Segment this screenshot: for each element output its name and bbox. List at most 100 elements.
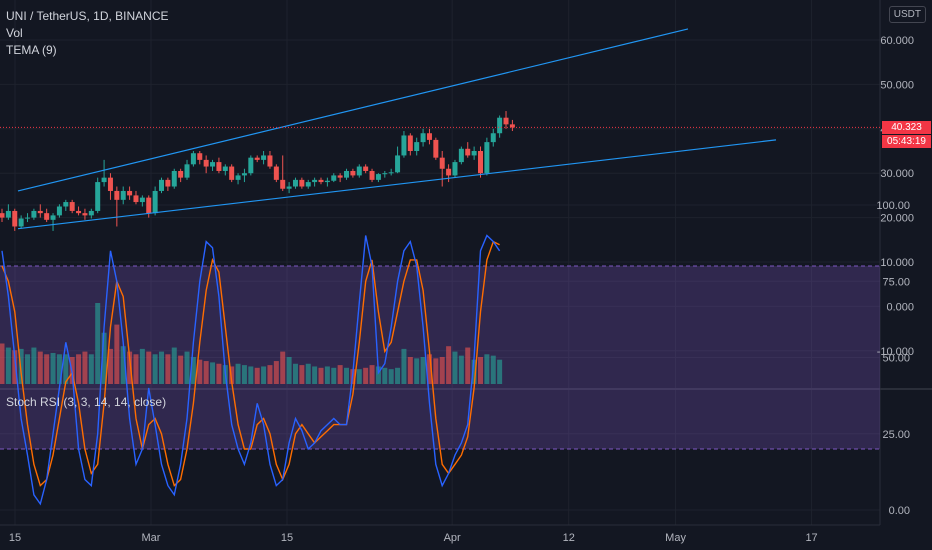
- candle-body: [369, 170, 375, 180]
- volume-bar: [178, 355, 184, 384]
- volume-bar: [12, 350, 18, 384]
- rsi-axis-label: 100.00: [876, 200, 910, 212]
- volume-bar: [146, 351, 152, 384]
- volume-bar: [312, 366, 318, 384]
- time-axis-label: 17: [805, 532, 817, 544]
- volume-bar: [152, 354, 158, 384]
- upper-trendline: [17, 28, 689, 192]
- candle-body: [235, 175, 241, 180]
- volume-bar: [210, 362, 216, 384]
- volume-bar: [133, 354, 139, 384]
- candle-body: [299, 179, 305, 187]
- volume-bar: [197, 359, 203, 384]
- candle-body: [25, 217, 31, 219]
- tema-indicator-label[interactable]: TEMA (9): [6, 43, 57, 57]
- candle-body: [426, 133, 432, 140]
- volume-bar: [324, 366, 330, 384]
- volume-bar: [254, 367, 260, 384]
- volume-bar: [280, 351, 286, 384]
- candle-body: [465, 148, 471, 156]
- candle-body: [312, 179, 318, 183]
- volume-bar: [286, 357, 292, 384]
- candle-body: [0, 213, 5, 218]
- candle-body: [401, 135, 407, 156]
- symbol-title[interactable]: UNI / TetherUS, 1D, BINANCE: [6, 9, 169, 23]
- stoch-k-line: [1, 234, 501, 506]
- volume-bar: [248, 366, 254, 384]
- volume-indicator-label[interactable]: Vol: [6, 26, 23, 40]
- volume-bar: [426, 354, 432, 384]
- candle-body: [324, 180, 330, 183]
- candle-body: [331, 175, 337, 181]
- rsi-axis-label: 50.00: [882, 353, 910, 365]
- time-axis-label: 12: [563, 532, 575, 544]
- candle-body: [305, 182, 311, 187]
- volume-bar: [139, 348, 145, 384]
- candle-body: [248, 157, 254, 174]
- volume-bar: [414, 358, 420, 384]
- volume-bar: [420, 357, 426, 384]
- candle-body: [190, 153, 196, 165]
- candle-body: [420, 133, 426, 143]
- volume-bar: [0, 343, 5, 384]
- price-axis-label: 30.000: [880, 168, 914, 180]
- price-axis-label: 20.000: [880, 213, 914, 225]
- volume-bar: [344, 367, 350, 384]
- volume-bar: [407, 357, 413, 384]
- candle-body: [139, 197, 145, 203]
- candle-body: [165, 179, 171, 187]
- volume-bar: [229, 366, 235, 384]
- candle-body: [484, 142, 490, 174]
- candle-body: [280, 179, 286, 189]
- rsi-axis-label: 75.00: [882, 276, 910, 288]
- volume-bar: [235, 363, 241, 384]
- candle-body: [222, 166, 228, 171]
- price-axis-label: 0.000: [886, 301, 914, 313]
- volume-bar: [25, 354, 31, 384]
- candle-body: [433, 139, 439, 158]
- volume-bar: [484, 354, 490, 384]
- rsi-axis-label: 25.00: [882, 429, 910, 441]
- volume-bar: [433, 358, 439, 384]
- volume-bar: [50, 352, 56, 384]
- volume-bar: [395, 367, 401, 384]
- candle-body: [82, 213, 88, 216]
- candle-body: [414, 142, 420, 151]
- candle-body: [337, 175, 343, 178]
- stoch-d-line: [1, 240, 500, 487]
- volume-bar: [261, 366, 267, 384]
- chart-legend: UNI / TetherUS, 1D, BINANCE Vol TEMA (9): [6, 8, 169, 59]
- volume-bar: [203, 361, 209, 384]
- candle-body: [509, 124, 515, 128]
- volume-bar: [363, 367, 369, 384]
- candle-body: [382, 173, 388, 175]
- candle-body: [159, 179, 164, 191]
- candle-body: [261, 155, 267, 160]
- candle-body: [503, 117, 509, 125]
- countdown-label: 05:43:19: [882, 135, 931, 148]
- candle-body: [292, 179, 298, 187]
- candle-body: [318, 179, 324, 183]
- candle-body: [133, 195, 139, 203]
- time-axis-label: 15: [9, 532, 21, 544]
- candle-body: [178, 170, 184, 178]
- time-axis-label: Mar: [142, 532, 161, 544]
- volume-bar: [446, 346, 452, 384]
- candle-body: [229, 166, 235, 180]
- volume-bar: [56, 354, 62, 384]
- volume-bar: [292, 363, 298, 384]
- time-axis-label: 15: [281, 532, 293, 544]
- candle-body: [344, 170, 350, 178]
- candle-body: [63, 202, 69, 207]
- candle-body: [210, 162, 216, 167]
- volume-bar: [305, 363, 311, 384]
- lower-trendline: [17, 139, 777, 230]
- volume-bar: [452, 351, 458, 384]
- volume-bar: [337, 365, 343, 384]
- stoch-rsi-label[interactable]: Stoch RSI (3, 3, 14, 14, close): [6, 395, 167, 409]
- candle-body: [146, 197, 152, 214]
- price-axis-label: 50.000: [880, 79, 914, 91]
- currency-unit-badge[interactable]: USDT: [888, 6, 926, 23]
- volume-bar: [63, 354, 69, 384]
